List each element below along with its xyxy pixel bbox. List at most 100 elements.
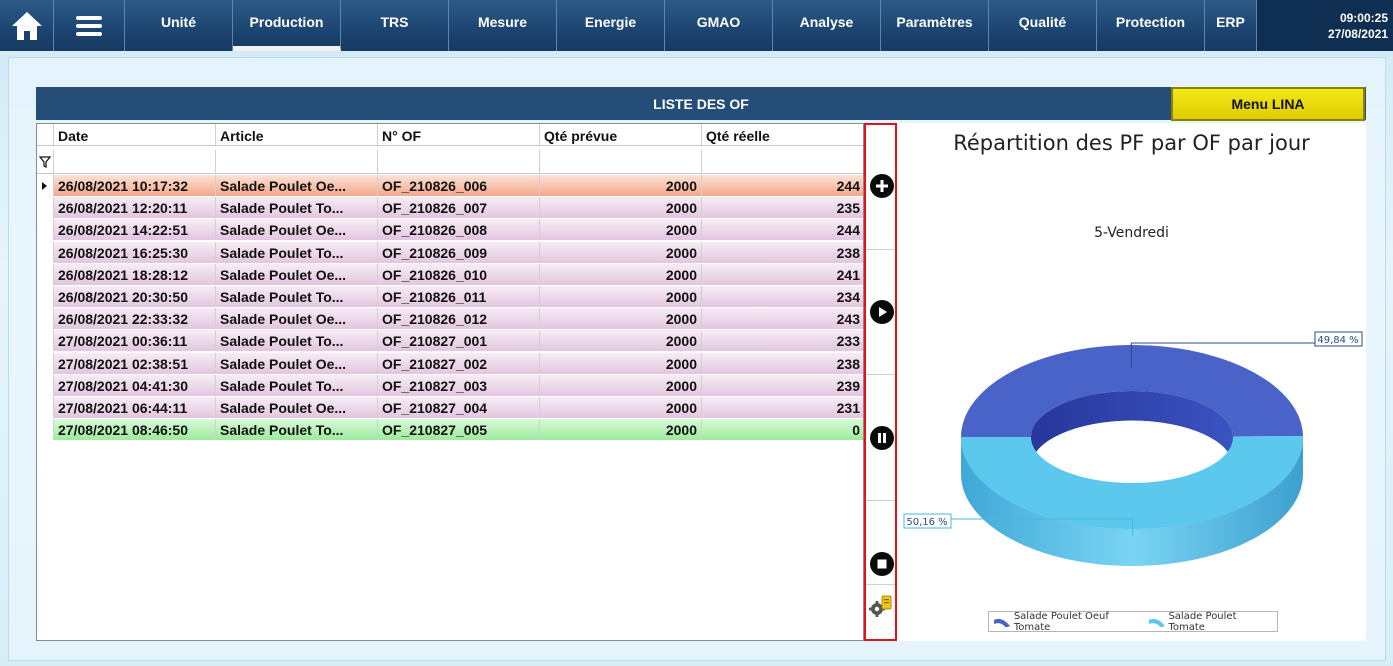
cell-planned-qty: 2000 bbox=[540, 352, 702, 374]
tab-trs[interactable]: TRS bbox=[341, 0, 449, 51]
legend-item[interactable]: Salade Poulet Oeuf Tomate bbox=[993, 611, 1140, 633]
chart-title: Répartition des PF par OF par jour bbox=[953, 131, 1310, 155]
tab-unite[interactable]: Unité bbox=[125, 0, 233, 51]
tab-protection[interactable]: Protection bbox=[1097, 0, 1205, 51]
cell-planned-qty: 2000 bbox=[540, 308, 702, 330]
column-header-actual-qty[interactable]: Qté réelle bbox=[702, 124, 863, 145]
filter-planned-input[interactable] bbox=[540, 150, 702, 173]
table-row[interactable]: 27/08/2021 08:46:50 Salade Poulet To... OF… bbox=[37, 419, 863, 442]
cell-date: 27/08/2021 02:38:51 bbox=[54, 352, 216, 374]
tab-production[interactable]: Production bbox=[233, 0, 341, 51]
cell-article: Salade Poulet Oe... bbox=[216, 263, 378, 285]
cell-actual-qty: 238 bbox=[702, 353, 863, 374]
cell-article: Salade Poulet Oe... bbox=[216, 308, 378, 330]
row-indicator bbox=[37, 330, 54, 352]
donut-inner-wall bbox=[1031, 391, 1233, 467]
tab-qualite[interactable]: Qualité bbox=[989, 0, 1097, 51]
tab-parametres[interactable]: Paramètres bbox=[881, 0, 989, 51]
clock-time: 09:00:25 bbox=[1339, 11, 1388, 25]
table-row[interactable]: 26/08/2021 12:20:11 Salade Poulet To... OF… bbox=[37, 197, 863, 220]
action-separator bbox=[866, 584, 895, 585]
cell-date: 27/08/2021 04:41:30 bbox=[54, 374, 216, 396]
add-of-button[interactable] bbox=[870, 174, 894, 198]
table-row[interactable]: 26/08/2021 16:25:30 Salade Poulet To... OF… bbox=[37, 241, 863, 264]
table-row[interactable]: 26/08/2021 10:17:32 Salade Poulet Oe... OF… bbox=[37, 175, 863, 197]
cell-planned-qty: 2000 bbox=[540, 330, 702, 352]
list-header: LISTE DES OF bbox=[36, 87, 1366, 120]
cell-actual-qty: 239 bbox=[702, 375, 863, 396]
cell-actual-qty: 234 bbox=[702, 286, 863, 307]
column-header-of-number[interactable]: N° OF bbox=[378, 124, 540, 145]
filter-of-input[interactable] bbox=[378, 150, 540, 173]
cell-of-number: OF_210826_012 bbox=[378, 308, 540, 330]
cell-article: Salade Poulet Oe... bbox=[216, 352, 378, 374]
cell-article: Salade Poulet To... bbox=[216, 330, 378, 352]
table-row[interactable]: 27/08/2021 06:44:11 Salade Poulet Oe... OF… bbox=[37, 397, 863, 419]
cell-planned-qty: 2000 bbox=[540, 197, 702, 219]
legend-label: Salade Poulet Oeuf Tomate bbox=[1013, 610, 1109, 633]
donut-slice-oeuf-tomate[interactable] bbox=[961, 345, 1303, 437]
legend-item[interactable]: Salade Poulet Tomate bbox=[1148, 611, 1269, 633]
cell-date: 27/08/2021 08:46:50 bbox=[54, 419, 216, 441]
clock: 09:00:25 27/08/2021 bbox=[1257, 0, 1393, 51]
cell-planned-qty: 2000 bbox=[540, 175, 702, 196]
cell-date: 26/08/2021 14:22:51 bbox=[54, 219, 216, 241]
clock-date: 27/08/2021 bbox=[1327, 27, 1388, 41]
column-header-planned-qty[interactable]: Qté prévue bbox=[540, 124, 702, 145]
table-row[interactable]: 27/08/2021 00:36:11 Salade Poulet To... OF… bbox=[37, 330, 863, 353]
cell-article: Salade Poulet To... bbox=[216, 419, 378, 441]
filter-date-input[interactable] bbox=[54, 150, 216, 173]
cell-of-number: OF_210826_010 bbox=[378, 263, 540, 285]
action-column bbox=[864, 123, 897, 641]
start-of-button[interactable] bbox=[870, 300, 894, 324]
home-button[interactable] bbox=[0, 0, 54, 51]
donut-chart: 49,84 % 50,16 % bbox=[903, 331, 1363, 566]
chart-panel: Répartition des PF par OF par jour 5-Ven… bbox=[897, 123, 1366, 641]
cell-actual-qty: 244 bbox=[702, 219, 863, 240]
column-header-article[interactable]: Article bbox=[216, 124, 378, 145]
donut-slice-tomate-front bbox=[961, 437, 1303, 529]
cell-actual-qty: 235 bbox=[702, 197, 863, 218]
filter-article-input[interactable] bbox=[216, 150, 378, 173]
table-row[interactable]: 26/08/2021 14:22:51 Salade Poulet Oe... OF… bbox=[37, 219, 863, 242]
cell-article: Salade Poulet Oe... bbox=[216, 397, 378, 418]
table-row[interactable]: 26/08/2021 20:30:50 Salade Poulet To... OF… bbox=[37, 286, 863, 308]
tab-mesure[interactable]: Mesure bbox=[449, 0, 557, 51]
slice-label-oeuf-tomate: 49,84 % bbox=[1317, 335, 1358, 346]
table-row[interactable]: 27/08/2021 02:38:51 Salade Poulet Oe... OF… bbox=[37, 352, 863, 375]
hamburger-menu-button[interactable] bbox=[54, 0, 125, 51]
cell-date: 26/08/2021 12:20:11 bbox=[54, 197, 216, 219]
cell-planned-qty: 2000 bbox=[540, 263, 702, 285]
settings-button[interactable] bbox=[868, 593, 894, 624]
tab-gmao[interactable]: GMAO bbox=[665, 0, 773, 51]
cell-of-number: OF_210827_001 bbox=[378, 330, 540, 352]
cell-actual-qty: 244 bbox=[702, 175, 863, 196]
cell-article: Salade Poulet Oe... bbox=[216, 175, 378, 196]
hamburger-icon bbox=[76, 15, 102, 36]
tab-erp[interactable]: ERP bbox=[1205, 0, 1257, 51]
cell-of-number: OF_210826_008 bbox=[378, 219, 540, 241]
table-row[interactable]: 27/08/2021 04:41:30 Salade Poulet To... OF… bbox=[37, 374, 863, 397]
cell-of-number: OF_210826_011 bbox=[378, 286, 540, 307]
settings-icon bbox=[869, 595, 892, 617]
tab-energie[interactable]: Energie bbox=[557, 0, 665, 51]
cell-actual-qty: 233 bbox=[702, 330, 863, 351]
row-indicator bbox=[37, 397, 54, 418]
table-row[interactable]: 26/08/2021 22:33:32 Salade Poulet Oe... OF… bbox=[37, 308, 863, 331]
cell-date: 26/08/2021 16:25:30 bbox=[54, 241, 216, 263]
table-row[interactable]: 26/08/2021 18:28:12 Salade Poulet Oe... OF… bbox=[37, 263, 863, 286]
legend-swatch-icon bbox=[994, 618, 1010, 627]
stop-of-button[interactable] bbox=[870, 552, 894, 576]
stop-icon bbox=[877, 559, 887, 569]
menu-lina-button[interactable]: Menu LINA bbox=[1171, 87, 1365, 121]
cell-actual-qty: 241 bbox=[702, 264, 863, 285]
cell-article: Salade Poulet To... bbox=[216, 241, 378, 263]
top-nav-bar: Unité Production TRS Mesure Energie GMAO… bbox=[0, 0, 1393, 51]
filter-icon[interactable] bbox=[39, 155, 51, 168]
pause-of-button[interactable] bbox=[870, 426, 894, 450]
tab-analyse[interactable]: Analyse bbox=[773, 0, 881, 51]
column-header-date[interactable]: Date bbox=[54, 124, 216, 145]
row-indicator bbox=[37, 175, 54, 196]
filter-actual-input[interactable] bbox=[702, 150, 863, 173]
cell-article: Salade Poulet Oe... bbox=[216, 219, 378, 241]
